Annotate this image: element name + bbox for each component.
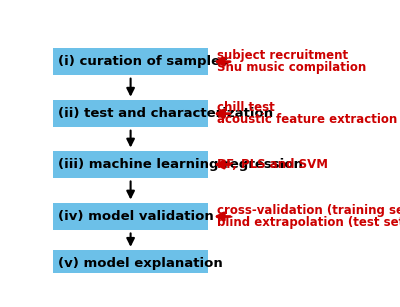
Text: (iv) model validation: (iv) model validation	[58, 210, 214, 223]
Text: subject recruitment: subject recruitment	[218, 49, 348, 62]
Text: RF, PLS and SVM: RF, PLS and SVM	[218, 158, 328, 171]
Text: (iii) machine learning regression: (iii) machine learning regression	[58, 158, 303, 171]
FancyBboxPatch shape	[53, 250, 208, 277]
Text: chill test: chill test	[218, 101, 275, 114]
Text: cross-validation (training set): cross-validation (training set)	[218, 204, 400, 217]
FancyBboxPatch shape	[53, 203, 208, 230]
Text: Shu music compilation: Shu music compilation	[218, 61, 367, 74]
Text: blind extrapolation (test set): blind extrapolation (test set)	[218, 216, 400, 229]
Text: acoustic feature extraction: acoustic feature extraction	[218, 113, 398, 126]
FancyBboxPatch shape	[53, 151, 208, 178]
FancyBboxPatch shape	[53, 48, 208, 75]
Text: (v) model explanation: (v) model explanation	[58, 257, 222, 270]
Text: (i) curation of samples: (i) curation of samples	[58, 55, 228, 68]
FancyBboxPatch shape	[53, 100, 208, 127]
Text: (ii) test and characterization: (ii) test and characterization	[58, 107, 273, 120]
